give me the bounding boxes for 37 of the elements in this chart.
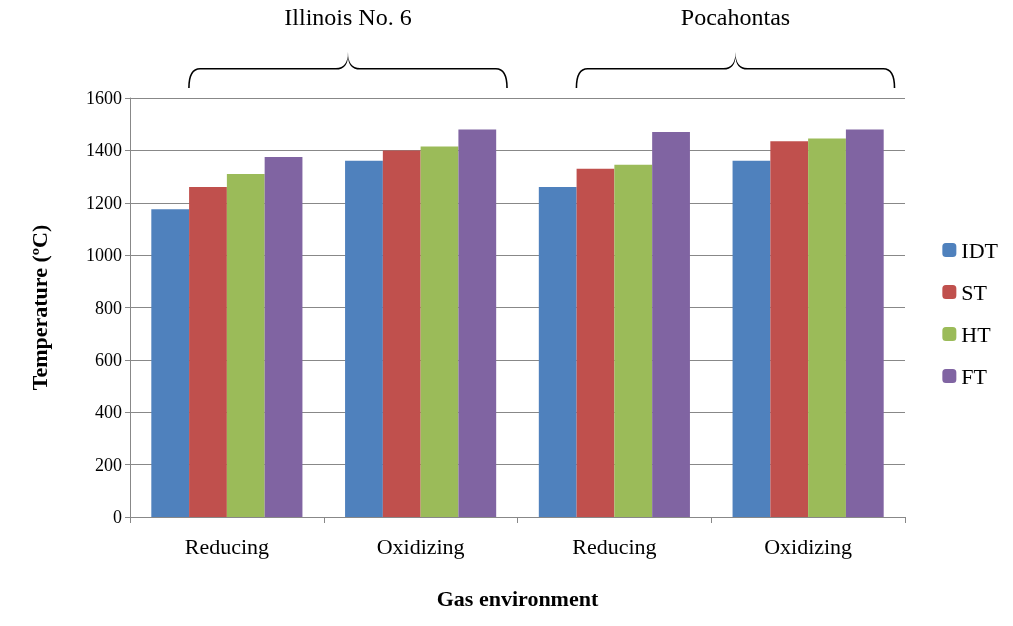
bar <box>458 129 497 517</box>
bar <box>538 187 577 517</box>
bar <box>770 141 809 517</box>
bar <box>264 156 303 517</box>
y-tick-label: 1600 <box>86 88 122 108</box>
y-tick-label: 400 <box>95 402 122 423</box>
legend-label: HT <box>961 321 992 347</box>
bar <box>732 160 771 517</box>
text: Pocahontas <box>680 4 791 31</box>
y-tick-label: 200 <box>95 454 122 475</box>
bar <box>345 160 383 517</box>
legend-label: ST <box>961 279 988 305</box>
bar <box>226 173 265 517</box>
text: Illinois No. 6 <box>284 4 412 31</box>
bar <box>614 164 653 517</box>
y-tick-label: 0 <box>113 507 122 527</box>
bar <box>845 129 884 517</box>
y-axis-title: Temperature (ºC) <box>26 224 52 391</box>
x-tick-label: Oxidizing <box>376 533 465 559</box>
y-tick-label: 800 <box>95 297 122 318</box>
bar <box>652 132 690 517</box>
y-tick-label: 600 <box>95 349 122 370</box>
y-tick-label: 1000 <box>86 245 122 266</box>
x-tick-label: Reducing <box>572 533 657 559</box>
legend-label: FT <box>961 363 988 389</box>
bar <box>808 138 846 517</box>
legend-label: IDT <box>961 237 999 263</box>
bar <box>576 168 615 517</box>
bar <box>420 146 459 517</box>
x-tick-label: Reducing <box>184 533 270 559</box>
y-tick-label: 1200 <box>86 192 122 213</box>
bar <box>382 150 421 517</box>
x-tick-label: Oxidizing <box>764 533 853 559</box>
y-tick-label: 1400 <box>86 140 122 161</box>
x-axis-title: Gas environment <box>436 585 599 611</box>
bar <box>189 187 227 517</box>
bar <box>151 209 190 517</box>
